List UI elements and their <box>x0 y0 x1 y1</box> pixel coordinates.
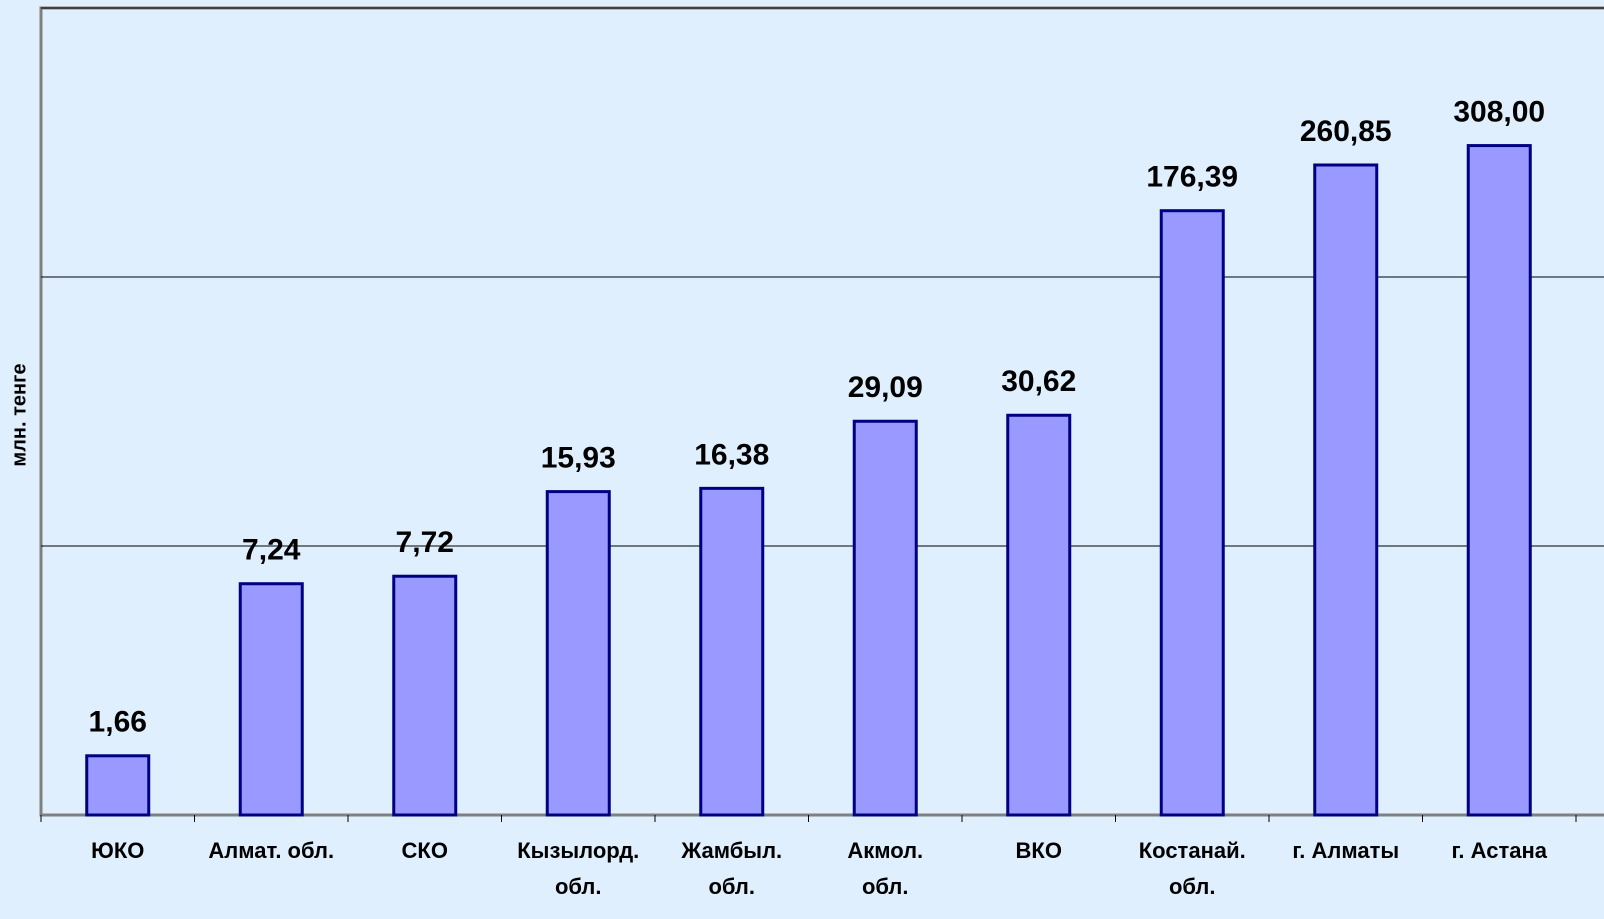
bar <box>1313 163 1379 817</box>
bar <box>699 486 765 817</box>
data-label: 15,93 <box>541 442 616 475</box>
x-tick-label: ЮКО <box>91 838 145 863</box>
x-tick-label: Акмол. обл. <box>847 838 924 899</box>
x-tick-label: ВКО <box>1015 838 1062 863</box>
x-tick-label: Костанай. обл. <box>1138 838 1246 899</box>
bar <box>1159 209 1225 817</box>
x-tick-label: СКО <box>401 838 448 863</box>
bar <box>1466 144 1532 817</box>
data-label: 7,24 <box>242 534 301 567</box>
x-tick-label: Кызылорд. обл. <box>517 838 640 899</box>
x-tick-label: г. Астана <box>1451 838 1548 863</box>
bar <box>85 754 151 817</box>
data-label: 176,39 <box>1146 161 1238 194</box>
bar <box>238 582 304 817</box>
bar <box>852 419 918 817</box>
x-tick-label: г. Алматы <box>1292 838 1400 863</box>
bar <box>392 574 458 817</box>
bar <box>545 490 611 817</box>
y-axis-label: млн. тенге <box>8 363 30 466</box>
bar <box>1006 413 1072 817</box>
data-label: 260,85 <box>1300 115 1392 148</box>
x-tick-label: Алмат. обл. <box>208 838 335 863</box>
data-label: 16,38 <box>694 438 769 471</box>
data-label: 1,66 <box>89 706 147 739</box>
data-label: 29,09 <box>848 371 923 404</box>
data-label: 308,00 <box>1453 96 1545 129</box>
data-label: 30,62 <box>1001 365 1076 398</box>
data-label: 7,72 <box>396 526 454 559</box>
x-tick-label: Жамбыл. обл. <box>681 838 783 899</box>
